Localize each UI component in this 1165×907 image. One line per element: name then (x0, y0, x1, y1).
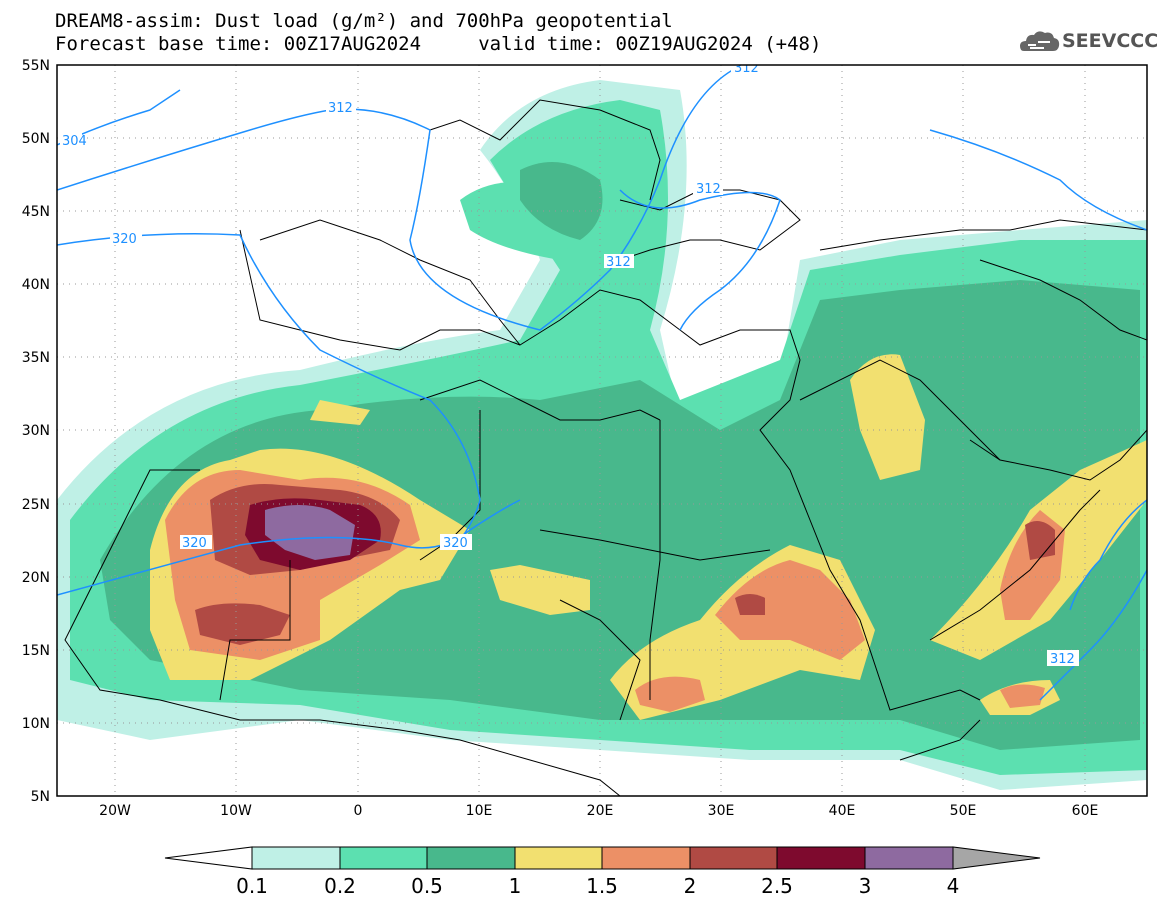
lat-label: 10N (22, 716, 50, 732)
colorbar-label: 3 (859, 874, 872, 898)
map-frame (56, 64, 1148, 797)
colorbar-high-arrow (952, 846, 1041, 870)
contour-label: 312 (734, 61, 759, 76)
lon-label: 10W (220, 803, 252, 819)
colorbar-swatch (864, 846, 954, 870)
lat-label: 50N (22, 131, 50, 147)
geopotential-contours (57, 65, 1147, 701)
lon-label: 30E (708, 803, 735, 819)
lat-label: 45N (22, 204, 50, 220)
colorbar-label: 0.1 (236, 874, 268, 898)
contour-label: 320 (112, 232, 137, 247)
contour-label: 320 (182, 536, 207, 551)
contour-label: 304 (62, 134, 87, 149)
contour-label: 320 (443, 536, 468, 551)
colorbar-swatch (601, 846, 691, 870)
colorbar-label: 1.5 (586, 874, 618, 898)
lat-label: 15N (22, 643, 50, 659)
logo-text: SEEVCCC (1062, 30, 1159, 52)
map-plot-area: 304 312 312 312 312 320 320 320 312 (57, 61, 1147, 796)
longitude-labels: 20W 10W 0 10E 20E 30E 40E 50E 60E (99, 803, 1098, 819)
contour-label: 312 (1050, 652, 1075, 667)
lat-label: 35N (22, 350, 50, 366)
lon-label: 10E (466, 803, 493, 819)
colorbar-swatch (251, 846, 341, 870)
latitude-labels: 55N 50N 45N 40N 35N 30N 25N 20N 15N 10N … (22, 58, 50, 805)
lon-label: 20E (587, 803, 614, 819)
cloud-logo-icon (1020, 31, 1060, 51)
lat-label: 55N (22, 58, 50, 74)
lon-label: 60E (1072, 803, 1099, 819)
contour-labels: 304 312 312 312 312 320 320 320 312 (60, 61, 1079, 667)
contour-label: 312 (328, 101, 353, 116)
lat-label: 5N (31, 789, 50, 805)
dust-layer-3 (265, 505, 355, 560)
lon-label: 40E (829, 803, 856, 819)
colorbar-labels: 0.1 0.2 0.5 1 1.5 2 2.5 3 4 (236, 874, 959, 898)
lat-label: 30N (22, 423, 50, 439)
colorbar (164, 846, 1041, 870)
chart-title-line-1: DREAM8-assim: Dust load (g/m²) and 700hP… (55, 10, 673, 32)
colorbar-swatch (426, 846, 516, 870)
lon-label: 50E (950, 803, 977, 819)
colorbar-label: 0.2 (324, 874, 356, 898)
coastlines (64, 99, 1147, 796)
lat-label: 25N (22, 497, 50, 513)
colorbar-low-arrow (164, 846, 253, 870)
contour-label: 312 (606, 255, 631, 270)
contour-label: 312 (696, 182, 721, 197)
colorbar-label: 0.5 (411, 874, 443, 898)
colorbar-label: 2.5 (761, 874, 793, 898)
lat-label: 40N (22, 277, 50, 293)
colorbar-swatch (689, 846, 778, 870)
colorbar-swatch (514, 846, 603, 870)
lon-label: 20W (99, 803, 131, 819)
colorbar-swatch (776, 846, 866, 870)
colorbar-label: 1 (509, 874, 522, 898)
colorbar-swatch (339, 846, 428, 870)
lon-label: 0 (354, 803, 363, 819)
colorbar-label: 2 (684, 874, 697, 898)
colorbar-label: 4 (947, 874, 960, 898)
lat-label: 20N (22, 570, 50, 586)
chart-title-line-2: Forecast base time: 00Z17AUG2024 valid t… (55, 33, 822, 55)
